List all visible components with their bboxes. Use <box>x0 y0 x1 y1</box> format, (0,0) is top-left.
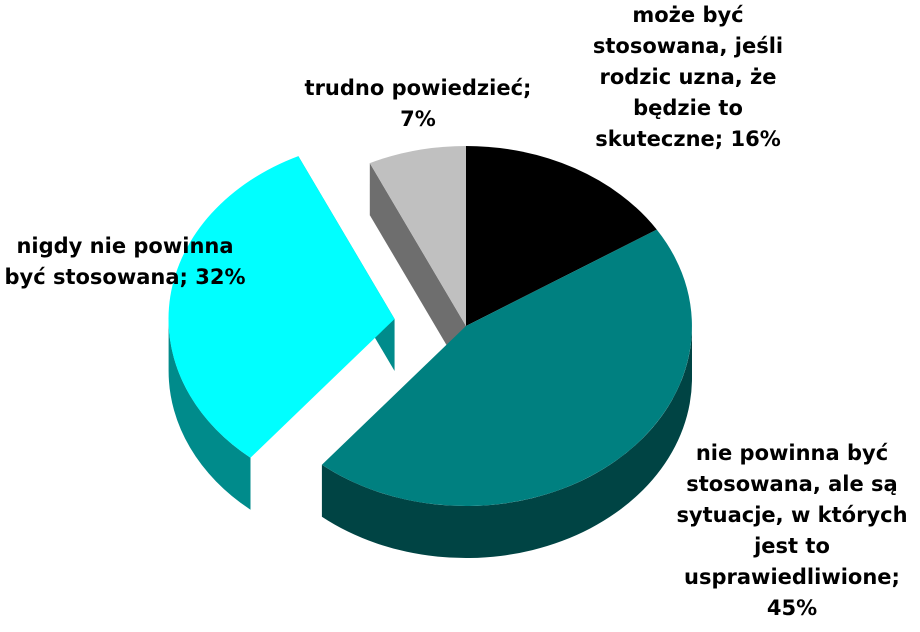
slice-nigdy <box>168 156 395 458</box>
slice-side-nigdy <box>168 319 251 510</box>
slice-trudno <box>369 145 466 326</box>
pie-top-layer <box>168 145 692 506</box>
slice-label-usprawiedliwione: nie powinna być stosowana, ale są sytuac… <box>676 441 908 620</box>
slice-usprawiedliwione <box>321 229 692 506</box>
slice-label-trudno: trudno powiedzieć; 7% <box>304 76 532 131</box>
slice-skuteczne <box>466 146 657 326</box>
slice-wall-trudno <box>369 163 466 378</box>
slice-label-skuteczne: może być stosowana, jeśli rodzic uzna, ż… <box>592 3 784 151</box>
slice-label-nigdy: nigdy nie powinna być stosowana; 32% <box>4 234 246 289</box>
slice-side-usprawiedliwione <box>321 326 692 559</box>
